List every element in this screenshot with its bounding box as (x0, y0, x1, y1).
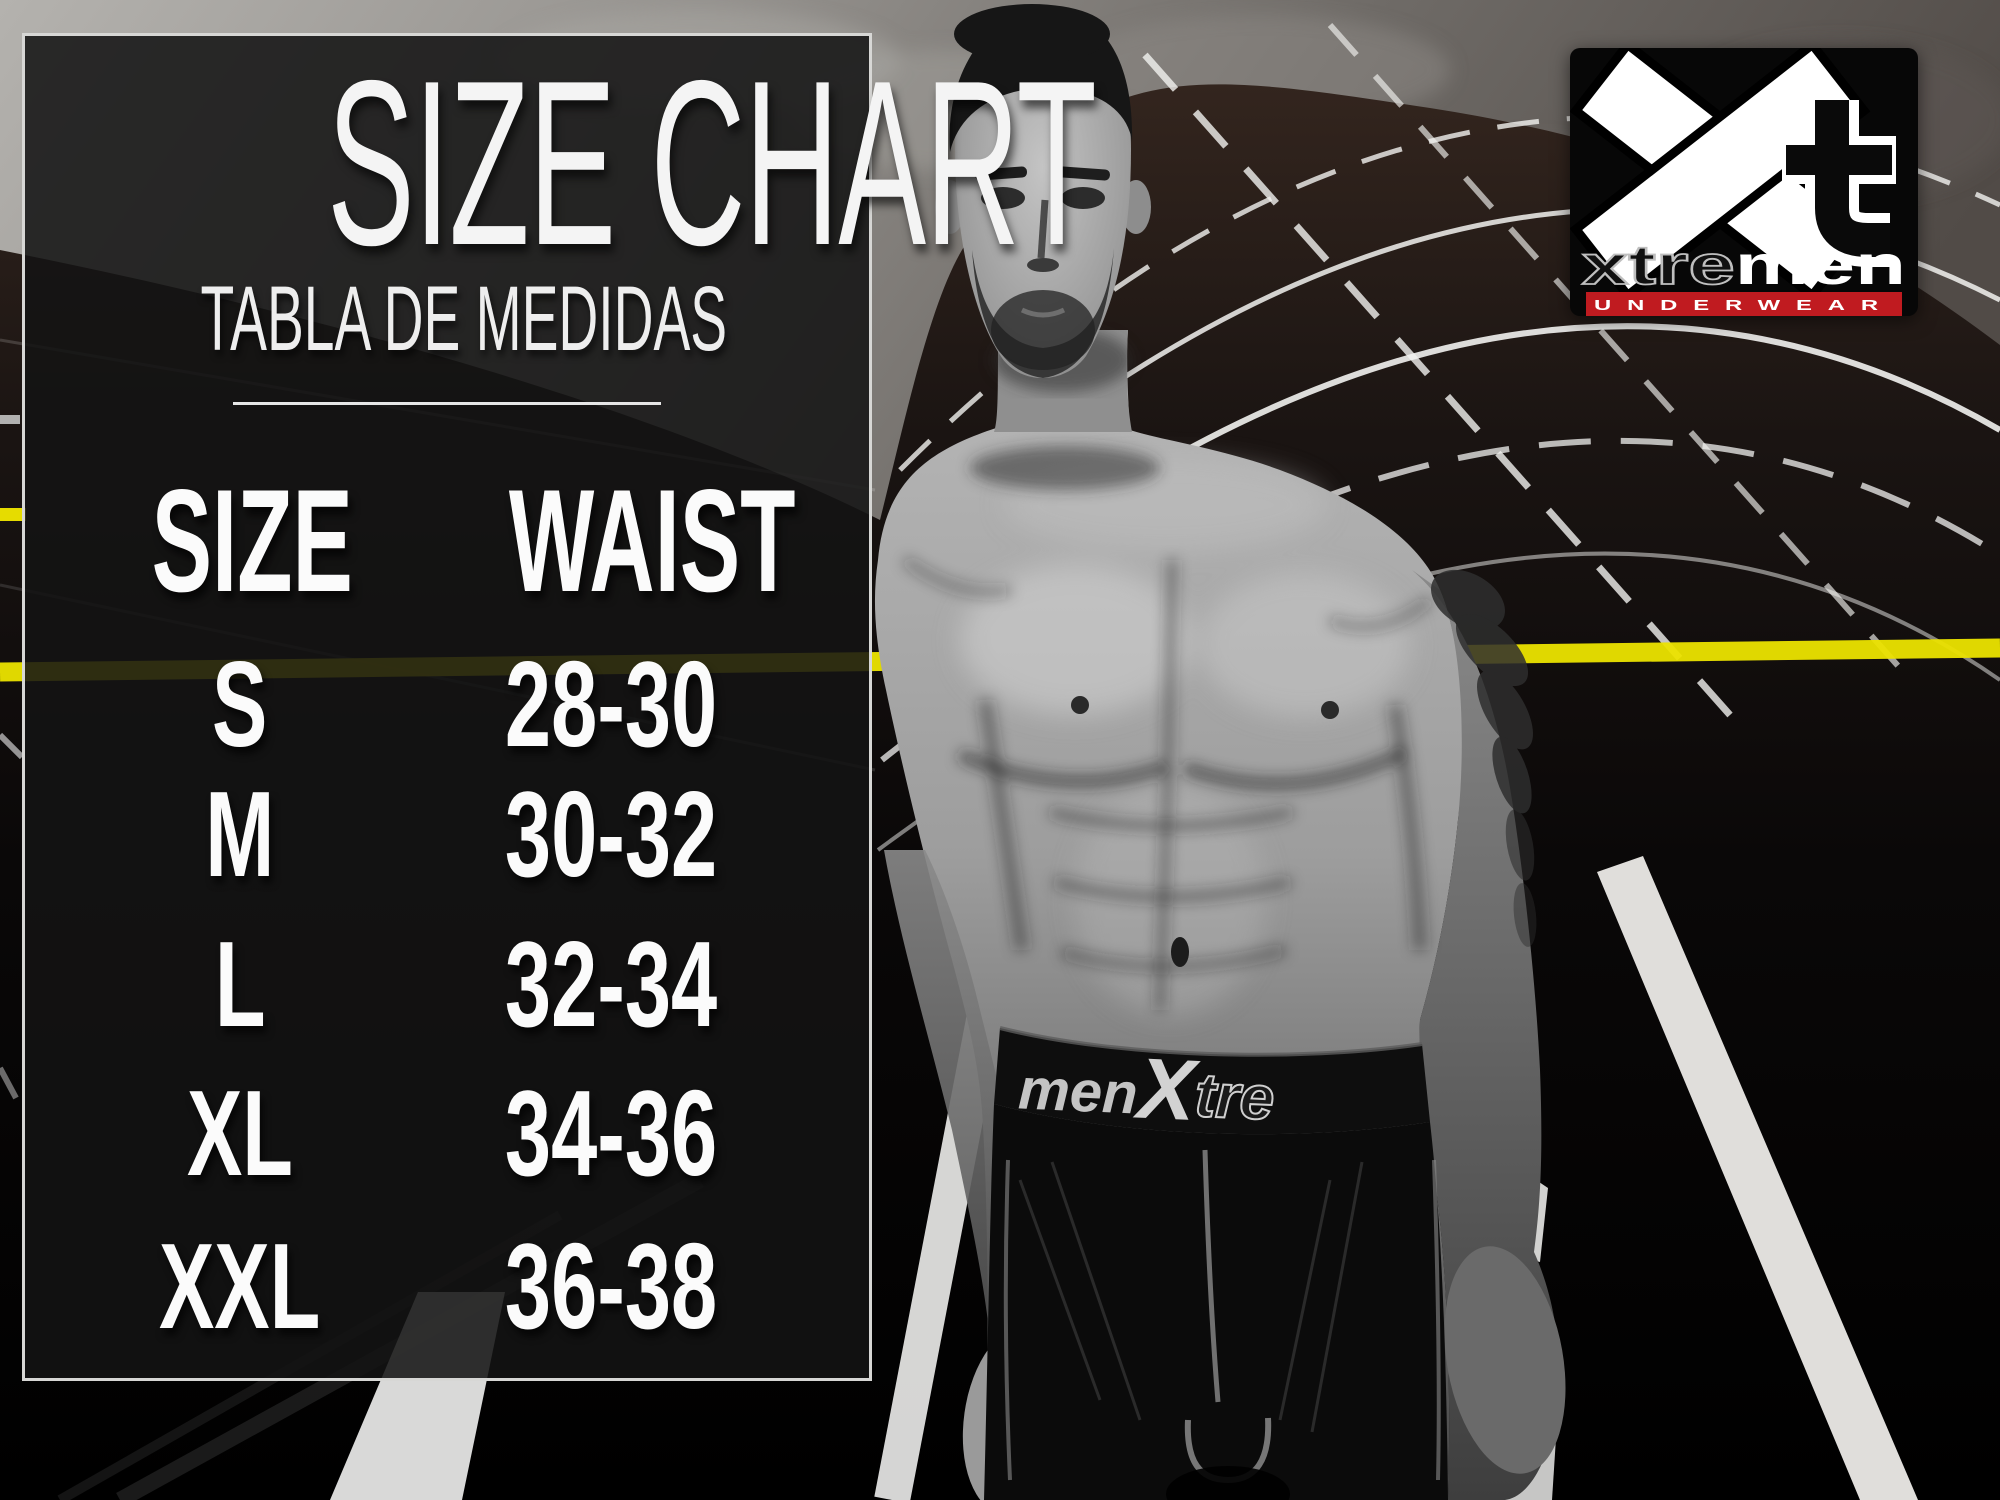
nipple (1071, 696, 1089, 714)
size-cell: XXL (159, 1218, 321, 1354)
left-hand (1444, 1246, 1566, 1474)
waist-cell: 28-30 (504, 636, 718, 772)
column-header-waist: WAIST (508, 459, 796, 622)
waist-cell: 32-34 (504, 916, 718, 1052)
waistband-text: menXtre (1017, 1035, 1277, 1142)
facial-features (972, 166, 1114, 378)
table-row: S 28-30 (25, 643, 869, 775)
nipple (1321, 701, 1339, 719)
yellow-edge-mark (0, 508, 26, 521)
table-row: M 30-32 (25, 773, 869, 905)
navel (1171, 937, 1189, 967)
painted-stripe-bottom-right (1597, 856, 1918, 1500)
logo-monogram (1570, 48, 1896, 302)
column-header-size: SIZE (151, 459, 353, 622)
divider-line (233, 402, 661, 405)
xtremen-logo: xtre men UNDERWEAR (1570, 48, 1918, 316)
hair-quiff (954, 4, 1110, 64)
waist-cell: 36-38 (504, 1218, 718, 1354)
size-cell: M (205, 766, 275, 902)
table-row: XXL 36-38 (25, 1225, 869, 1357)
shorts-mesh (1018, 1161, 1364, 1433)
logo-wordmark: xtre men (1582, 233, 1906, 296)
logo-letter-t (1782, 100, 1896, 267)
shorts (984, 1104, 1448, 1500)
waist-cell: 34-36 (504, 1065, 718, 1201)
size-cell: XL (186, 1065, 294, 1201)
logo-red-banner (1586, 292, 1902, 316)
page-title: SIZE CHART (327, 31, 1097, 294)
size-table: S 28-30 M 30-32 L 32-34 XL 34-36 XXL 36-… (25, 36, 869, 1378)
waist-cell: 30-32 (504, 766, 718, 902)
logo-banner-text: UNDERWEAR (1594, 297, 1894, 314)
size-cell: L (214, 916, 266, 1052)
white-edge-mark (0, 415, 20, 424)
table-row: XL 34-36 (25, 1072, 869, 1204)
muscle-shading (902, 446, 1433, 1011)
shoulder-tattoo (1431, 569, 1537, 947)
page-subtitle: TABLA DE MEDIDAS (200, 268, 728, 370)
model-photo: menXtre X. (874, 4, 1566, 1500)
size-cell: S (212, 636, 268, 772)
table-row: L 32-34 (25, 923, 869, 1055)
size-chart-panel: SIZE CHART TABLA DE MEDIDAS SIZE WAIST S… (22, 31, 1097, 1381)
face (955, 14, 1131, 379)
